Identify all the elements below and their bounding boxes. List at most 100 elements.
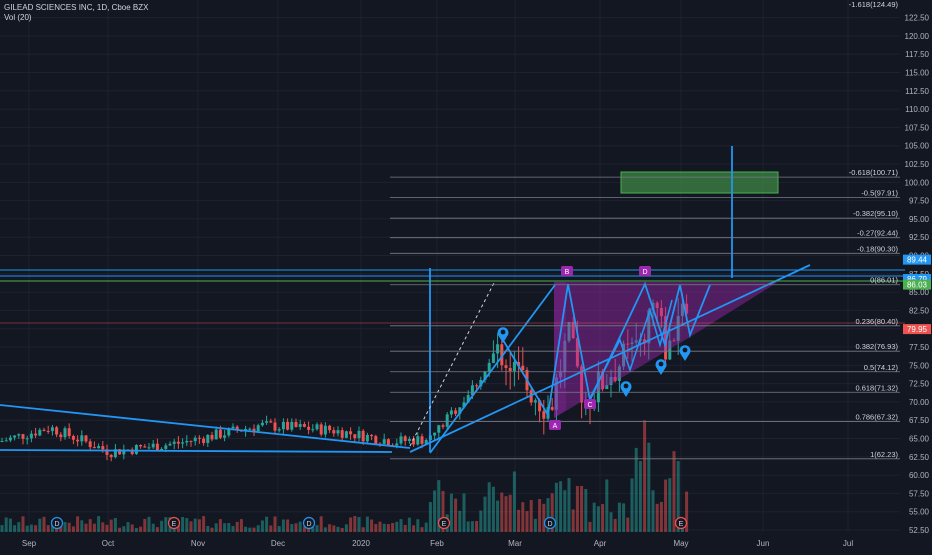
candle-body <box>626 343 630 345</box>
volume-bar <box>315 525 319 532</box>
x-tick-label: May <box>673 539 688 548</box>
candle-body <box>139 444 143 447</box>
volume-bar <box>63 522 67 532</box>
support-line[interactable] <box>0 449 393 453</box>
candle-body <box>517 362 521 366</box>
candle-body <box>487 362 491 372</box>
zigzag-path[interactable] <box>499 281 711 418</box>
candle-body <box>155 443 159 451</box>
candle-body <box>206 434 210 443</box>
candle-body <box>71 435 75 440</box>
volume-bar <box>546 498 550 532</box>
volume-bar <box>265 516 269 532</box>
volume-bar <box>4 517 8 532</box>
pattern-point-marker <box>584 399 596 409</box>
volume-bar <box>580 485 584 532</box>
x-tick-label: Apr <box>594 539 607 548</box>
candle-body <box>97 446 101 449</box>
volume-bar <box>462 493 466 532</box>
dashed-projection-line[interactable] <box>409 280 496 447</box>
pattern-point-label: B <box>565 269 570 276</box>
volume-bar <box>155 527 159 532</box>
candle-body <box>84 435 88 442</box>
volume-bar <box>273 516 277 532</box>
volume-bar <box>496 500 500 532</box>
volume-bar <box>298 521 302 532</box>
candle-body <box>92 447 96 449</box>
zigzag-path-inner[interactable] <box>589 299 673 399</box>
volume-bar <box>521 502 525 532</box>
price-label-box <box>903 279 931 290</box>
falling-trendline[interactable] <box>0 404 411 449</box>
channel-upper-line[interactable] <box>429 284 556 454</box>
volume-bar <box>508 494 512 532</box>
y-tick-label: 115.00 <box>905 69 929 78</box>
volume-bar <box>542 503 546 532</box>
y-tick-label: 120.00 <box>905 32 930 41</box>
volume-bar <box>336 526 340 532</box>
event-marker-label: D <box>54 521 59 528</box>
volume-bar <box>617 502 621 532</box>
candle-body <box>685 303 689 314</box>
candle-body <box>529 390 533 403</box>
pin-marker-hole <box>500 329 506 335</box>
candle-body <box>659 308 663 317</box>
event-marker <box>437 516 451 530</box>
candle-body <box>50 427 54 432</box>
volume-bar <box>664 479 668 532</box>
volume-bar <box>29 524 33 532</box>
candle-body <box>80 435 84 442</box>
volume-bar <box>668 478 672 532</box>
candle-body <box>491 353 495 363</box>
pattern-markers: A B C D D E D E D E <box>50 266 691 530</box>
candle-body <box>357 430 361 439</box>
y-tick-label: 95.00 <box>909 215 930 224</box>
candle-body <box>134 444 138 455</box>
event-marker-label: E <box>442 521 447 528</box>
pattern-zone[interactable] <box>554 282 778 418</box>
volume-bar <box>164 517 168 532</box>
pin-marker-hole <box>682 347 688 353</box>
volume-bar <box>626 517 630 532</box>
candle-body <box>21 434 25 439</box>
volume-bar <box>647 442 651 532</box>
candle-body <box>340 430 344 438</box>
candle-body <box>67 428 71 436</box>
candle-body <box>101 446 105 450</box>
volume-bar <box>214 523 218 532</box>
candle-body <box>412 438 416 445</box>
candle-body <box>130 449 134 455</box>
volume-bar <box>479 510 483 532</box>
candle-body <box>449 410 453 415</box>
fib-label: -0.618(100.71) <box>849 168 899 177</box>
volume-bar <box>260 520 264 532</box>
event-marker-label: E <box>679 521 684 528</box>
volume-bar <box>659 501 663 532</box>
volume-bar <box>13 525 17 532</box>
volume-bar <box>588 521 592 532</box>
volume-bar <box>239 519 243 532</box>
candle-body <box>55 427 59 435</box>
candle-body <box>676 316 680 341</box>
candle-body <box>420 436 424 444</box>
chart-header: GILEAD SCIENCES INC, 1D, Cboe BZX Vol (2… <box>4 3 149 23</box>
candle-body <box>386 439 390 446</box>
volume-bar <box>361 527 365 532</box>
candle-body <box>147 447 151 449</box>
candle-body <box>286 421 290 430</box>
target-zone-box[interactable] <box>620 171 779 194</box>
candle-body <box>437 425 441 433</box>
pattern-zone-left[interactable] <box>554 282 566 418</box>
volume-bar <box>176 523 180 532</box>
candle-body <box>353 434 357 439</box>
volume-bar <box>533 518 537 532</box>
candle-body <box>533 400 537 403</box>
volume-bar <box>311 526 315 532</box>
candle-body <box>500 344 504 366</box>
candle-body <box>76 439 80 442</box>
volume-bar <box>344 524 348 532</box>
candle-body <box>483 371 487 380</box>
volume-bar <box>433 490 437 532</box>
